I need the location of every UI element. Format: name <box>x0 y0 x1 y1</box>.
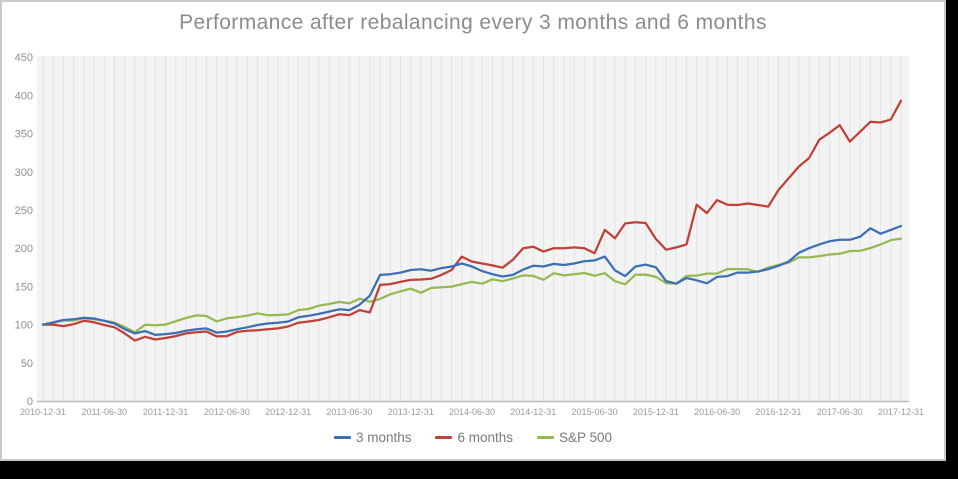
chart-window: Performance after rebalancing every 3 mo… <box>0 0 946 461</box>
chart-title: Performance after rebalancing every 3 mo… <box>179 11 767 34</box>
x-axis-tick-label: 2015-06-30 <box>572 407 618 417</box>
x-axis-tick-label: 2014-06-30 <box>449 407 495 417</box>
x-axis-tick-label: 2013-06-30 <box>326 407 372 417</box>
y-axis-tick-label: 400 <box>15 90 33 102</box>
y-axis-tick-label: 0 <box>27 396 33 408</box>
legend-label: S&P 500 <box>559 430 613 445</box>
x-axis-tick-label: 2013-12-31 <box>388 407 434 417</box>
x-axis-tick-label: 2016-12-31 <box>755 407 801 417</box>
plot-area: 0 50 100 150 200 250 300 350 400 450 2010-12-31 201… <box>15 52 924 417</box>
y-axis-tick-label: 150 <box>15 281 33 293</box>
x-axis-tick-label: 2016-06-30 <box>694 407 740 417</box>
x-axis-tick-label: 2014-12-31 <box>510 407 556 417</box>
legend-line-swatch <box>333 436 351 439</box>
legend-line-swatch <box>537 436 554 439</box>
x-axis-tick-label: 2017-12-31 <box>878 407 924 417</box>
series-line-6-months <box>41 99 903 342</box>
y-axis-tick-label: 450 <box>15 52 33 64</box>
legend-item-3-months: 3 months <box>333 430 412 445</box>
x-axis-tick-label: 2010-12-31 <box>20 407 66 417</box>
legend-label: 6 months <box>457 430 513 445</box>
x-axis-tick-label: 2012-06-30 <box>204 407 250 417</box>
y-axis-tick-label: 300 <box>15 167 33 179</box>
plot-panel <box>37 56 909 401</box>
legend-label: 3 months <box>355 430 412 445</box>
y-axis-tick-label: 250 <box>15 205 33 217</box>
legend: 3 months 6 months S&P 500 <box>2 430 944 445</box>
series-line-3-months <box>41 224 903 337</box>
x-axis-tick-label: 2011-06-30 <box>82 407 127 417</box>
x-axis-tick-label: 2011-12-31 <box>143 407 188 417</box>
y-axis-tick-label: 350 <box>15 129 33 141</box>
x-axis-tick-label: 2017-06-30 <box>817 407 863 417</box>
x-axis-tick-label: 2012-12-31 <box>265 407 311 417</box>
legend-item-6-months: 6 months <box>435 430 513 445</box>
y-axis-tick-label: 50 <box>21 358 33 370</box>
y-axis-tick-label: 100 <box>15 320 33 332</box>
legend-line-swatch <box>435 436 453 439</box>
x-axis-tick-label: 2015-12-31 <box>633 407 679 417</box>
legend-item-s-p-500: S&P 500 <box>537 430 612 445</box>
y-axis-tick-label: 200 <box>15 243 33 255</box>
